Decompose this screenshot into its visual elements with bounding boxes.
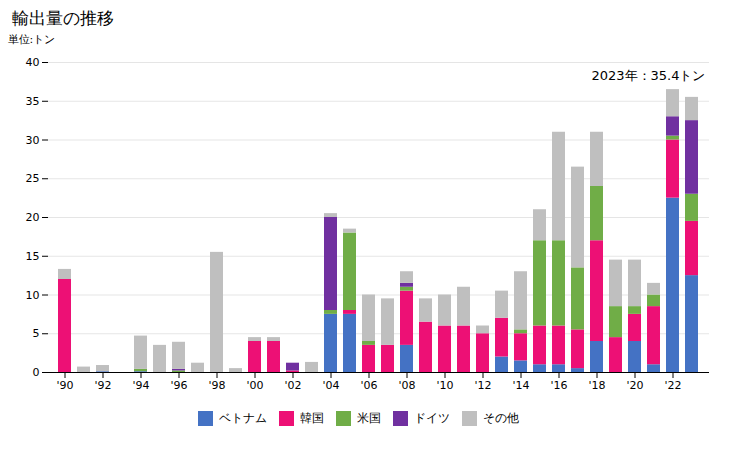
- svg-text:0: 0: [33, 366, 40, 379]
- svg-text:'92: '92: [94, 379, 111, 392]
- svg-text:35: 35: [26, 95, 40, 108]
- svg-text:'10: '10: [436, 379, 453, 392]
- svg-text:'18: '18: [588, 379, 605, 392]
- html-text:輸出量の推移: 輸出量の推移: [12, 8, 114, 28]
- html-text:米国: 米国: [357, 411, 381, 425]
- svg-text:2023年：35.4トン: 2023年：35.4トン: [591, 68, 705, 83]
- svg-text:'00: '00: [246, 379, 263, 392]
- svg-text:'16: '16: [550, 379, 567, 392]
- svg-text:15: 15: [26, 250, 40, 263]
- svg-text:25: 25: [26, 172, 40, 185]
- html-text:韓国: 韓国: [300, 411, 324, 425]
- svg-text:'06: '06: [360, 379, 377, 392]
- html-text:その他: その他: [483, 411, 519, 425]
- svg-text:30: 30: [26, 134, 40, 147]
- svg-text:'04: '04: [322, 379, 339, 392]
- svg-text:'22: '22: [664, 379, 681, 392]
- svg-text:5: 5: [33, 327, 40, 340]
- svg-text:20: 20: [26, 211, 40, 224]
- svg-text:'96: '96: [170, 379, 187, 392]
- svg-text:10: 10: [26, 289, 40, 302]
- svg-text:'98: '98: [208, 379, 225, 392]
- svg-text:40: 40: [26, 56, 40, 69]
- svg-text:'94: '94: [132, 379, 149, 392]
- svg-text:'02: '02: [284, 379, 301, 392]
- svg-text:単位:トン: 単位:トン: [8, 33, 56, 46]
- svg-text:'20: '20: [626, 379, 643, 392]
- svg-text:'08: '08: [398, 379, 415, 392]
- html-text:ドイツ: ドイツ: [414, 411, 450, 425]
- svg-text:'90: '90: [56, 379, 73, 392]
- svg-text:'14: '14: [512, 379, 529, 392]
- html-text:ベトナム: ベトナム: [219, 411, 267, 425]
- svg-text:'12: '12: [474, 379, 491, 392]
